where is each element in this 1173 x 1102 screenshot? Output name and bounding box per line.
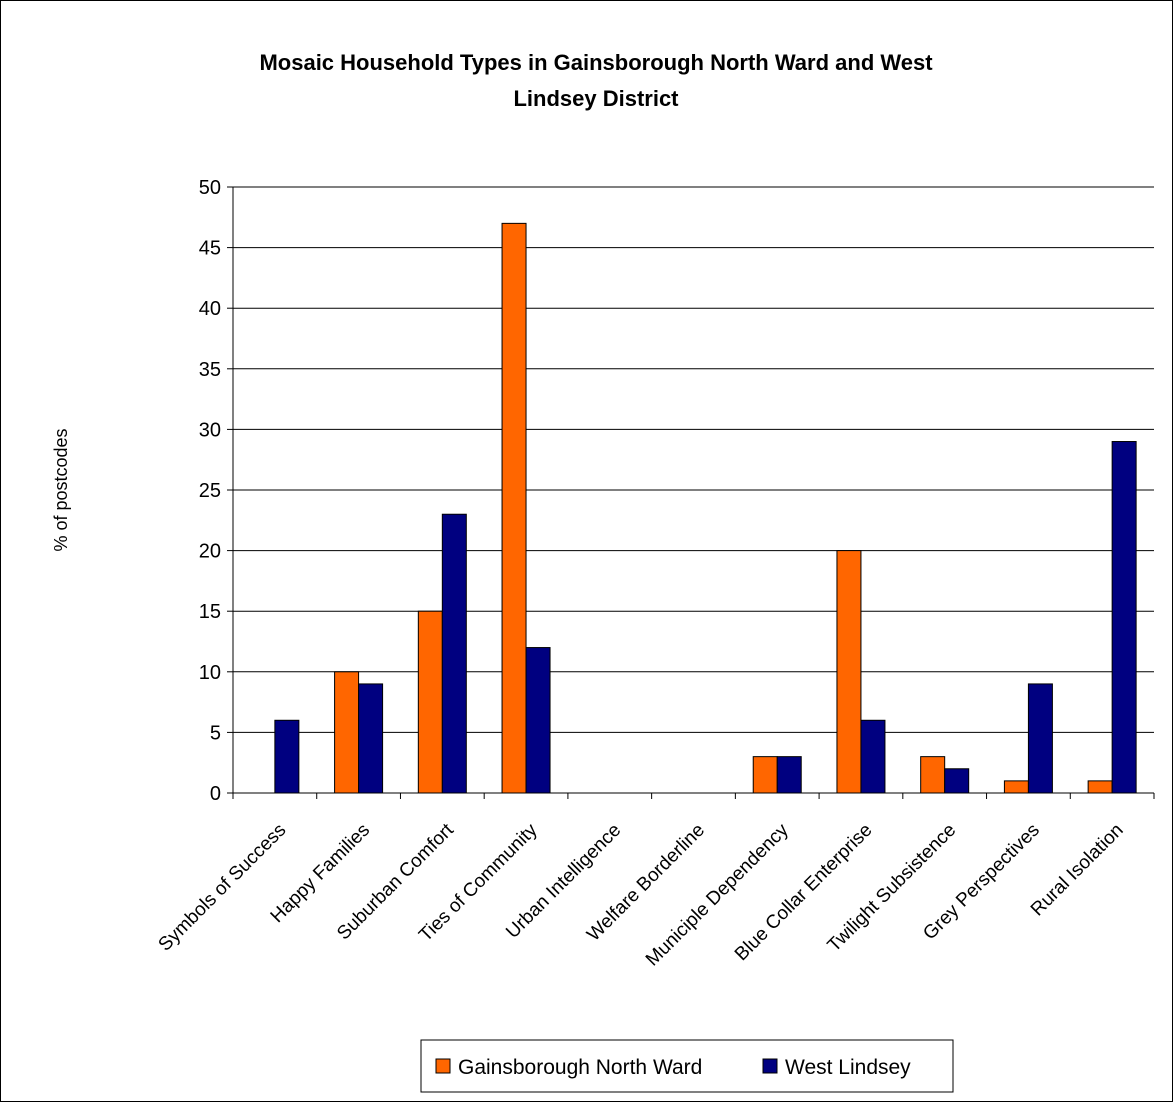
x-tick-label-7: Blue Collar Enterprise	[731, 820, 877, 966]
bar-gainsborough-1	[334, 671, 360, 794]
bar-west-lindsey-9	[1027, 683, 1053, 794]
x-tick-label-6: Municiple Dependency	[642, 819, 793, 970]
bar-west-lindsey-0	[274, 719, 300, 794]
legend: Gainsborough North Ward West Lindsey	[420, 1039, 954, 1093]
y-tick-label-50: 50	[199, 177, 221, 199]
legend-swatch-west-lindsey	[762, 1058, 778, 1074]
y-tick-label-30: 30	[199, 419, 221, 441]
bar-gainsborough-7	[836, 550, 862, 794]
chart-title-line-2: Lindsey District	[513, 86, 679, 111]
bar-gainsborough-8	[920, 756, 946, 794]
legend-label-gainsborough: Gainsborough North Ward	[458, 1056, 702, 1079]
legend-swatch-gainsborough	[435, 1058, 451, 1074]
bar-gainsborough-10	[1087, 780, 1113, 794]
chart-title: Mosaic Household Types in Gainsborough N…	[259, 50, 933, 111]
y-tick-label-10: 10	[199, 662, 221, 684]
y-tick-label-45: 45	[199, 238, 221, 260]
y-tick-label-15: 15	[199, 601, 221, 623]
bar-west-lindsey-10	[1111, 441, 1137, 794]
legend-box	[420, 1039, 954, 1093]
y-tick-label-20: 20	[199, 541, 221, 563]
y-tick-label-5: 5	[210, 722, 221, 744]
x-tick-label-0: Symbols of Success	[155, 820, 291, 956]
bar-gainsborough-2	[417, 610, 443, 794]
bar-west-lindsey-3	[525, 647, 551, 794]
gridlines	[233, 186, 1154, 733]
y-axis-ticks: 0 5 10 15 20 25 30 35 40 45 50	[199, 177, 233, 805]
bar-gainsborough-3	[501, 222, 527, 794]
y-tick-label-35: 35	[199, 359, 221, 381]
bars	[274, 222, 1137, 794]
bar-west-lindsey-1	[358, 683, 384, 794]
y-tick-label-0: 0	[210, 783, 221, 805]
y-tick-label-40: 40	[199, 298, 221, 320]
legend-label-west-lindsey: West Lindsey	[785, 1056, 911, 1079]
bar-west-lindsey-8	[944, 768, 970, 794]
bar-west-lindsey-6	[776, 756, 802, 794]
y-axis-label: % of postcodes	[51, 428, 71, 551]
chart-title-line-1: Mosaic Household Types in Gainsborough N…	[259, 50, 933, 75]
bar-west-lindsey-7	[860, 719, 886, 794]
bar-west-lindsey-2	[441, 513, 467, 794]
bar-gainsborough-6	[752, 756, 778, 794]
bar-gainsborough-9	[1003, 780, 1029, 794]
y-tick-label-25: 25	[199, 480, 221, 502]
axes	[232, 187, 1154, 794]
